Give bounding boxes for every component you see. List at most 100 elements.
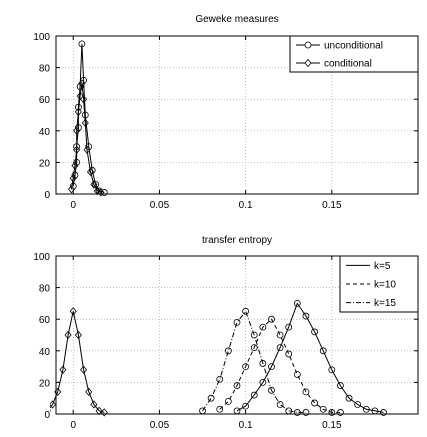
series-4-point (85, 387, 93, 396)
conditional-line (71, 83, 102, 193)
series-4-point (69, 307, 77, 316)
legend-conditional-label: conditional (324, 59, 372, 70)
legend-box (289, 35, 419, 73)
series-4-point (80, 365, 88, 374)
k-15-point (250, 331, 258, 339)
y-tick-label: 60 (39, 95, 51, 106)
conditional-point (73, 126, 81, 135)
k-15-point (302, 409, 310, 416)
conditional-point (78, 79, 86, 88)
y-tick-label: 0 (44, 410, 50, 421)
unconditional-point (76, 83, 84, 90)
k-10-point (319, 405, 327, 413)
x-tick-label: 0.1 (239, 420, 253, 431)
unconditional-point (75, 124, 82, 132)
conditional-point (80, 95, 88, 104)
legend-k-15-label: k=15 (374, 298, 396, 309)
conditional-point (83, 145, 91, 154)
k-5-point (311, 328, 318, 336)
y-tick-label: 20 (39, 158, 51, 169)
x-tick-label: 0.05 (150, 200, 170, 211)
unconditional-point (85, 143, 93, 151)
series-4-point (74, 330, 82, 340)
k-10-point (250, 344, 258, 352)
k-10-point (242, 363, 250, 371)
conditional-point (90, 180, 98, 189)
x-tick-label: 0.15 (322, 200, 342, 211)
series-4-point (64, 330, 72, 340)
unconditional-point (80, 76, 87, 84)
k-10-point (268, 315, 275, 323)
chart-title: transfer entropy (202, 235, 272, 246)
k-15-point (216, 375, 224, 383)
transfer-entropy-panel: transfer entropy 0 0.05 0.1 0.15 0 20 40 60 80 100… (33, 235, 419, 431)
x-tick-label: 0.05 (150, 420, 170, 431)
k-5-point (302, 312, 310, 320)
series-group (50, 299, 387, 417)
k-15-point (224, 347, 232, 355)
k-15-point (268, 386, 275, 394)
plot-frame (55, 35, 419, 195)
x-tick-label: 0 (70, 200, 76, 211)
k-15-point (276, 401, 284, 408)
k-5-point (362, 405, 370, 413)
y-tick-label: 80 (39, 64, 51, 75)
k-5-point (293, 299, 301, 307)
y-tick-label: 40 (39, 347, 51, 358)
y-tick-label: 0 (44, 190, 50, 201)
k-15-point (293, 409, 301, 416)
conditional-point (69, 174, 77, 183)
unconditional-point (71, 171, 79, 179)
k-10-point (328, 409, 336, 416)
k-10-point (285, 350, 293, 358)
legend-k-5-label: k=5 (374, 261, 391, 272)
k-10-point (259, 323, 267, 331)
x-tick-label: 0.1 (239, 200, 253, 211)
legend-unconditional-marker (304, 41, 312, 49)
k-5-point (345, 394, 353, 402)
k-5-point (250, 391, 258, 399)
x-tick-label: 0.15 (322, 420, 342, 431)
k-5-point (380, 409, 387, 416)
k-10-point (337, 409, 344, 416)
k-15-point (259, 360, 267, 367)
series-4-point (50, 400, 57, 409)
series-4-point (100, 408, 108, 417)
y-tick-label: 100 (33, 252, 50, 263)
conditional-point (67, 185, 76, 194)
k-10-point (302, 388, 310, 396)
k-15-point (242, 307, 250, 315)
k-5-point (268, 363, 275, 371)
legend-conditional-marker (304, 58, 312, 68)
y-tick-label: 60 (39, 315, 51, 326)
conditional-point (81, 118, 89, 128)
legend-unconditional-label: unconditional (324, 41, 383, 52)
k-10-point (224, 397, 232, 405)
k-15-point (233, 318, 241, 326)
k-15-point (207, 394, 215, 402)
y-tick-label: 80 (39, 284, 51, 295)
series-group (67, 40, 108, 197)
k-15-point (199, 407, 206, 415)
k-5-point (242, 402, 250, 410)
conditional-point (76, 91, 84, 101)
k-15-line (202, 310, 306, 413)
conditional-point (74, 107, 82, 116)
k-10-point (276, 331, 284, 339)
chart-title: Geweke measures (195, 14, 278, 25)
k-5-point (328, 366, 336, 374)
series-4-point (90, 400, 98, 409)
k-5-point (354, 401, 362, 408)
unconditional-line (72, 43, 105, 193)
y-tick-label: 40 (39, 127, 51, 138)
k-5-point (371, 407, 379, 415)
y-tick-label: 100 (33, 32, 50, 43)
k-5-line (236, 302, 384, 413)
k-10-point (216, 405, 224, 413)
k-10-point (233, 382, 241, 389)
y-tick-label: 20 (39, 378, 51, 389)
conditional-point (97, 188, 105, 197)
conditional-point (86, 167, 95, 176)
unconditional-point (100, 189, 108, 196)
